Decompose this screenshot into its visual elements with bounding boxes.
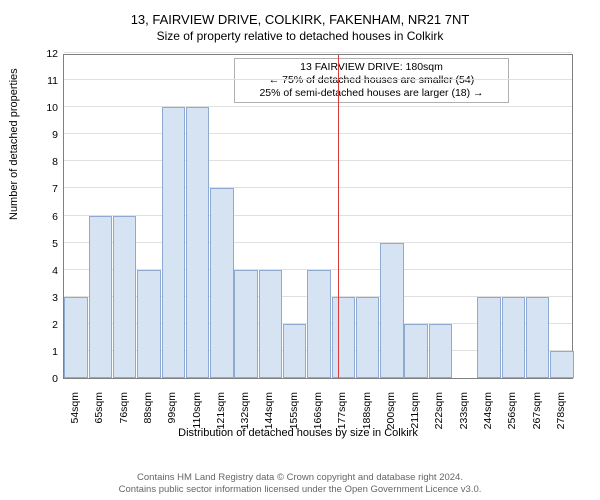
gridline — [64, 79, 572, 80]
y-tick-label: 6 — [38, 211, 58, 223]
histogram-bar — [356, 297, 379, 378]
histogram-bar — [259, 270, 282, 378]
annotation-line-3: 25% of semi-detached houses are larger (… — [235, 87, 508, 100]
chart-area: Number of detached properties 13 FAIRVIE… — [8, 49, 588, 439]
gridline — [64, 187, 572, 188]
gridline — [64, 242, 572, 243]
histogram-bar — [113, 216, 136, 379]
histogram-bar — [186, 107, 209, 378]
plot-area: 13 FAIRVIEW DRIVE: 180sqm ← 75% of detac… — [63, 54, 573, 379]
y-tick-label: 9 — [38, 129, 58, 141]
histogram-bar — [137, 270, 160, 378]
chart-container: 13, FAIRVIEW DRIVE, COLKIRK, FAKENHAM, N… — [0, 0, 600, 500]
histogram-bar — [429, 324, 452, 378]
annotation-line-2: ← 75% of detached houses are smaller (54… — [235, 74, 508, 87]
histogram-bar — [89, 216, 112, 379]
histogram-bar — [162, 107, 185, 378]
y-tick-label: 0 — [38, 373, 58, 385]
histogram-bar — [404, 324, 427, 378]
y-tick-label: 2 — [38, 319, 58, 331]
y-axis-label: Number of detached properties — [8, 68, 20, 220]
histogram-bar — [477, 297, 500, 378]
y-tick-label: 1 — [38, 346, 58, 358]
footer-line-2: Contains public sector information licen… — [0, 484, 600, 496]
y-tick-label: 7 — [38, 183, 58, 195]
y-tick-label: 5 — [38, 238, 58, 250]
y-tick-label: 11 — [38, 75, 58, 87]
y-tick-label: 3 — [38, 292, 58, 304]
histogram-bar — [332, 297, 355, 378]
gridline — [64, 215, 572, 216]
histogram-bar — [210, 188, 233, 378]
chart-title: 13, FAIRVIEW DRIVE, COLKIRK, FAKENHAM, N… — [8, 12, 592, 27]
histogram-bar — [550, 351, 573, 378]
histogram-bar — [380, 243, 403, 378]
annotation-line-1: 13 FAIRVIEW DRIVE: 180sqm — [235, 61, 508, 74]
histogram-bar — [234, 270, 257, 378]
y-tick-label: 4 — [38, 265, 58, 277]
histogram-bar — [502, 297, 525, 378]
footer-attribution: Contains HM Land Registry data © Crown c… — [0, 472, 600, 496]
histogram-bar — [64, 297, 87, 378]
histogram-bar — [283, 324, 306, 378]
y-tick-label: 10 — [38, 102, 58, 114]
gridline — [64, 106, 572, 107]
x-axis-label: Distribution of detached houses by size … — [8, 427, 588, 439]
marker-annotation: 13 FAIRVIEW DRIVE: 180sqm ← 75% of detac… — [234, 58, 509, 103]
property-marker-line — [338, 55, 339, 378]
gridline — [64, 133, 572, 134]
histogram-bar — [307, 270, 330, 378]
chart-subtitle: Size of property relative to detached ho… — [8, 29, 592, 43]
gridline — [64, 52, 572, 53]
histogram-bar — [526, 297, 549, 378]
y-tick-label: 12 — [38, 48, 58, 60]
gridline — [64, 160, 572, 161]
footer-line-1: Contains HM Land Registry data © Crown c… — [0, 472, 600, 484]
y-tick-label: 8 — [38, 156, 58, 168]
